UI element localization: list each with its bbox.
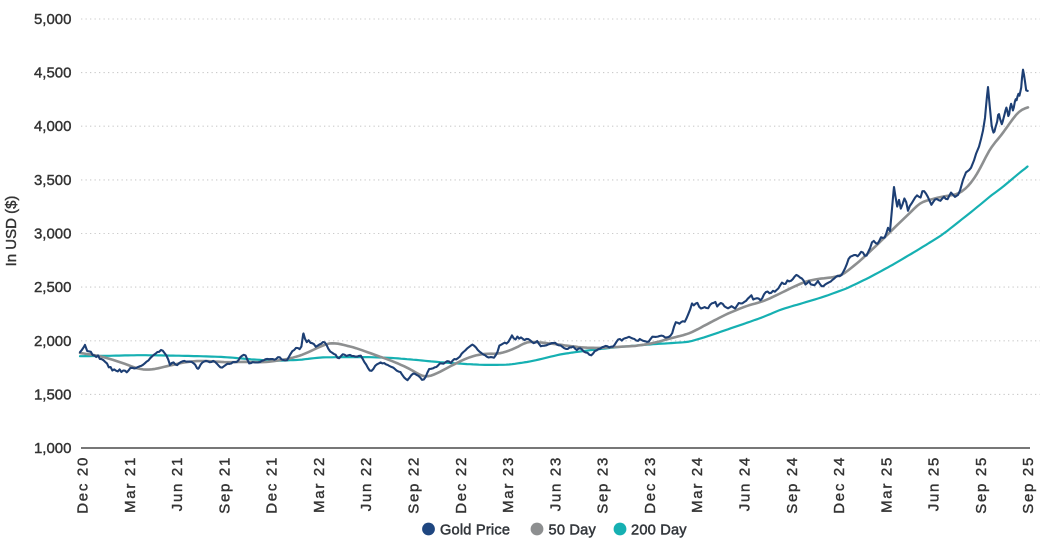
svg-text:Jun 23: Jun 23 xyxy=(547,456,564,511)
svg-text:Sep 25: Sep 25 xyxy=(1020,456,1037,514)
svg-text:Dec 21: Dec 21 xyxy=(264,456,281,514)
svg-text:Gold Price: Gold Price xyxy=(440,523,510,539)
svg-text:Dec 22: Dec 22 xyxy=(453,456,470,514)
svg-text:1,000: 1,000 xyxy=(34,440,72,457)
svg-text:5,000: 5,000 xyxy=(34,11,72,28)
svg-text:Jun 24: Jun 24 xyxy=(737,456,754,511)
svg-text:200 Day: 200 Day xyxy=(631,523,687,539)
svg-text:3,000: 3,000 xyxy=(34,226,72,243)
svg-text:4,500: 4,500 xyxy=(34,65,72,82)
svg-text:Mar 24: Mar 24 xyxy=(689,456,706,513)
svg-text:Mar 21: Mar 21 xyxy=(122,456,139,513)
svg-text:Jun 22: Jun 22 xyxy=(358,456,375,511)
svg-text:3,500: 3,500 xyxy=(34,172,72,189)
svg-text:Mar 22: Mar 22 xyxy=(311,456,328,513)
svg-text:Sep 21: Sep 21 xyxy=(216,456,233,514)
svg-text:50 Day: 50 Day xyxy=(549,523,597,539)
svg-text:Sep 25: Sep 25 xyxy=(973,456,990,514)
svg-text:2,500: 2,500 xyxy=(34,279,72,296)
svg-text:Mar 23: Mar 23 xyxy=(500,456,517,513)
svg-text:Mar 25: Mar 25 xyxy=(878,456,895,513)
svg-text:2,000: 2,000 xyxy=(34,333,72,350)
svg-text:4,000: 4,000 xyxy=(34,118,72,135)
svg-text:1,500: 1,500 xyxy=(34,386,72,403)
svg-text:Sep 22: Sep 22 xyxy=(406,456,423,514)
svg-text:Sep 23: Sep 23 xyxy=(595,456,612,514)
svg-text:Dec 23: Dec 23 xyxy=(642,456,659,514)
svg-text:Dec 24: Dec 24 xyxy=(831,456,848,514)
svg-text:Sep 24: Sep 24 xyxy=(784,456,801,514)
svg-text:Jun 21: Jun 21 xyxy=(169,456,186,511)
svg-text:Dec 20: Dec 20 xyxy=(75,456,92,514)
svg-text:Jun 25: Jun 25 xyxy=(926,456,943,511)
svg-text:In USD ($): In USD ($) xyxy=(3,196,20,267)
